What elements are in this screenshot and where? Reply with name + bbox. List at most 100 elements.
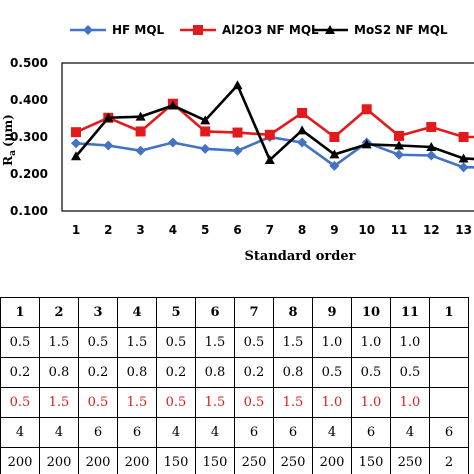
table-cell: 4 [312,417,352,448]
table-cell: 0.5 [351,357,391,388]
table-cell: 1.5 [273,387,313,418]
series-0-point-4 [167,137,178,148]
series-1-point-9 [329,132,340,142]
table-cell: 0.5 [234,387,274,418]
legend-entry-2: MoS2 NF MQL [312,23,448,37]
table-cell: 0.5 [312,357,352,388]
table-cell: 150 [195,447,235,474]
table-cell: 6 [429,417,469,448]
table-cell: 1.0 [312,387,352,418]
x-tick-label-7: 7 [266,223,274,237]
x-tick-label-1: 1 [72,223,80,237]
series-1-point-1 [71,127,81,138]
series-1-point-10 [361,104,372,115]
series-2 [71,80,474,164]
series-1-point-8 [297,107,308,118]
table-cell: 200 [0,447,40,474]
legend: HF MQL Al2O3 NF MQL MoS2 NF MQL [70,23,448,37]
table-cell: 4 [0,417,40,448]
x-axis-ticks: 1 2 3 4 5 6 7 8 9 10 11 12 13 [72,223,472,237]
legend-marker-0 [83,25,93,35]
table-row: 1 2 3 4 5 6 7 8 9 10 11 1 [0,297,469,328]
series-0-point-13 [458,162,469,173]
legend-entry-0: HF MQL [70,23,165,37]
series-2-point-2 [103,112,114,122]
series-1-point-13 [458,132,469,142]
table-cell [429,357,469,388]
series-2-point-13 [458,153,469,163]
series-0-point-1 [71,138,81,149]
table-cell: 1.0 [312,327,352,358]
series-2-point-5 [200,115,211,125]
x-tick-label-11: 11 [391,223,408,237]
table-cell: 0.5 [390,357,430,388]
table-cell: 4 [195,417,235,448]
table-cell: 0.5 [156,387,196,418]
table-row: 0.5 1.5 0.5 1.5 0.5 1.5 0.5 1.5 1.0 1.0 1.0 [0,387,469,418]
parameter-table-body: 1 2 3 4 5 6 7 8 9 10 11 1 0.5 1.5 0.5 1.5 0.5 1.5 0.5 1.5 1.… [0,297,469,474]
table-cell [429,327,469,358]
x-tick-label-6: 6 [233,223,241,237]
legend-entry-1: Al2O3 NF MQL [180,23,319,37]
legend-label-0: HF MQL [112,23,165,37]
table-cell: 4 [156,417,196,448]
y-axis-label: Ra (μm) [1,114,18,166]
table-cell: 0.2 [0,357,40,388]
y-axis-ticks: 0.500 0.400 0.300 0.200 0.100 [10,56,48,218]
x-tick-label-12: 12 [423,223,440,237]
table-cell: 0.5 [78,387,118,418]
legend-marker-1 [193,25,203,35]
table-cell: 1.5 [117,327,157,358]
table-cell: 1.0 [390,327,430,358]
plot-area-border [61,62,474,212]
table-row: 0.2 0.8 0.2 0.8 0.2 0.8 0.2 0.8 0.5 0.5 0.5 [0,357,469,388]
y-axis-label-sub: a [8,150,18,156]
series-0-point-5 [200,143,211,154]
parameter-table: 1 2 3 4 5 6 7 8 9 10 11 1 0.5 1.5 0.5 1.5 0.5 1.5 0.5 1.5 1.… [0,297,469,474]
series-1-point-7 [264,129,275,140]
series-0-point-12 [426,150,437,161]
table-cell: 1.5 [195,387,235,418]
table-cell: 200 [312,447,352,474]
table-cell: 6 [351,417,391,448]
table-cell: 4 [390,417,430,448]
table-cell: 250 [390,447,430,474]
table-cell: 10 [351,297,391,328]
y-tick-label-4: 0.100 [10,204,48,218]
table-cell: 250 [273,447,313,474]
table-cell: 6 [234,417,274,448]
table-cell: 1.5 [273,327,313,358]
x-tick-label-3: 3 [136,223,144,237]
table-cell: 0.5 [78,327,118,358]
x-axis-label: Standard order [245,249,356,264]
table-cell: 3 [78,297,118,328]
series-layer [71,80,474,173]
legend-label-1: Al2O3 NF MQL [222,23,319,37]
series-1-point-3 [135,126,146,137]
table-cell: 250 [234,447,274,474]
series-0-point-3 [135,145,146,156]
table-cell: 1 [0,297,40,328]
y-axis-label-unit: (μm) [1,114,15,147]
x-tick-label-10: 10 [358,223,375,237]
table-cell: 4 [117,297,157,328]
table-cell: 5 [156,297,196,328]
legend-marker-2 [325,25,335,34]
table-cell [429,387,469,418]
legend-label-2: MoS2 NF MQL [354,23,448,37]
series-2-point-10 [361,139,372,149]
table-cell: 1.0 [390,387,430,418]
table-cell: 0.5 [234,327,274,358]
series-2-point-8 [297,125,308,135]
y-tick-label-0: 0.500 [10,56,48,70]
x-tick-label-5: 5 [201,223,209,237]
x-tick-label-8: 8 [298,223,306,237]
y-tick-label-1: 0.400 [10,93,48,107]
table-cell: 1.0 [351,327,391,358]
y-tick-label-2: 0.300 [10,130,48,144]
table-cell: 200 [39,447,79,474]
table-row: 0.5 1.5 0.5 1.5 0.5 1.5 0.5 1.5 1.0 1.0 1.0 [0,327,469,358]
series-line-0 [75,135,474,169]
table-cell: 0.2 [234,357,274,388]
